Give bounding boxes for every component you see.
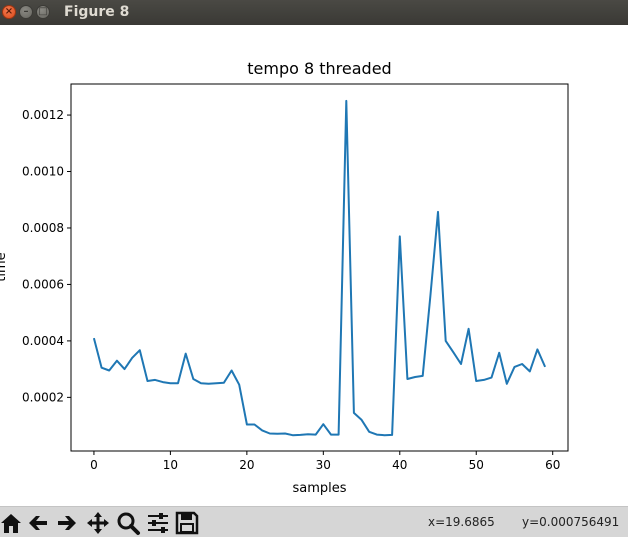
minimize-icon: – [23, 6, 29, 17]
save-figure-button[interactable] [174, 510, 200, 536]
chart-title: tempo 8 threaded [247, 59, 391, 78]
y-tick-label: 0.0010 [22, 165, 64, 179]
y-ticks: 0.0002 0.0004 0.0006 0.0008 0.0010 0.0012 [22, 108, 71, 404]
y-axis-label: time [0, 252, 9, 281]
window-title: Figure 8 [64, 4, 130, 20]
y-tick-label: 0.0004 [22, 334, 64, 348]
save-icon [175, 511, 199, 535]
minimize-window-button[interactable]: – [19, 5, 33, 19]
x-tick-label: 10 [163, 458, 178, 472]
pan-icon [87, 512, 109, 534]
zoom-button[interactable] [115, 510, 141, 536]
back-icon [29, 516, 47, 530]
x-ticks: 0 10 20 30 40 50 60 [90, 451, 560, 472]
plot-area [70, 83, 569, 452]
y-tick-label: 0.0008 [22, 221, 64, 235]
close-icon: × [4, 6, 14, 17]
x-tick-label: 40 [392, 458, 407, 472]
maximize-icon: □ [38, 6, 48, 17]
x-axis-label: samples [292, 481, 346, 496]
maximize-window-button[interactable]: □ [36, 5, 50, 19]
forward-button[interactable] [54, 510, 80, 536]
x-tick-label: 60 [545, 458, 560, 472]
forward-icon [58, 516, 76, 530]
home-icon [1, 514, 21, 533]
figure-canvas[interactable]: tempo 8 threaded samples time 0 10 20 30 40 5… [0, 25, 628, 506]
y-coordinate-readout: y=0.000756491 [522, 515, 620, 529]
x-tick-label: 0 [90, 458, 98, 472]
configure-subplots-button[interactable] [145, 510, 171, 536]
window-titlebar: × – □ Figure 8 [0, 0, 628, 25]
x-coordinate-readout: x=19.6865 [428, 515, 495, 529]
x-tick-label: 50 [469, 458, 484, 472]
x-tick-label: 30 [316, 458, 331, 472]
navigation-toolbar: x=19.6865 y=0.000756491 [0, 506, 628, 537]
zoom-icon [117, 512, 140, 535]
home-button[interactable] [0, 510, 24, 536]
line-chart: tempo 8 threaded samples time 0 10 20 30 40 5… [0, 59, 569, 496]
x-tick-label: 20 [239, 458, 254, 472]
pan-button[interactable] [85, 510, 111, 536]
y-tick-label: 0.0012 [22, 108, 64, 122]
y-tick-label: 0.0002 [22, 390, 64, 404]
series-line [92, 99, 547, 437]
y-tick-label: 0.0006 [22, 277, 64, 291]
configure-subplots-icon [148, 513, 168, 533]
back-button[interactable] [25, 510, 51, 536]
close-window-button[interactable]: × [2, 5, 16, 19]
